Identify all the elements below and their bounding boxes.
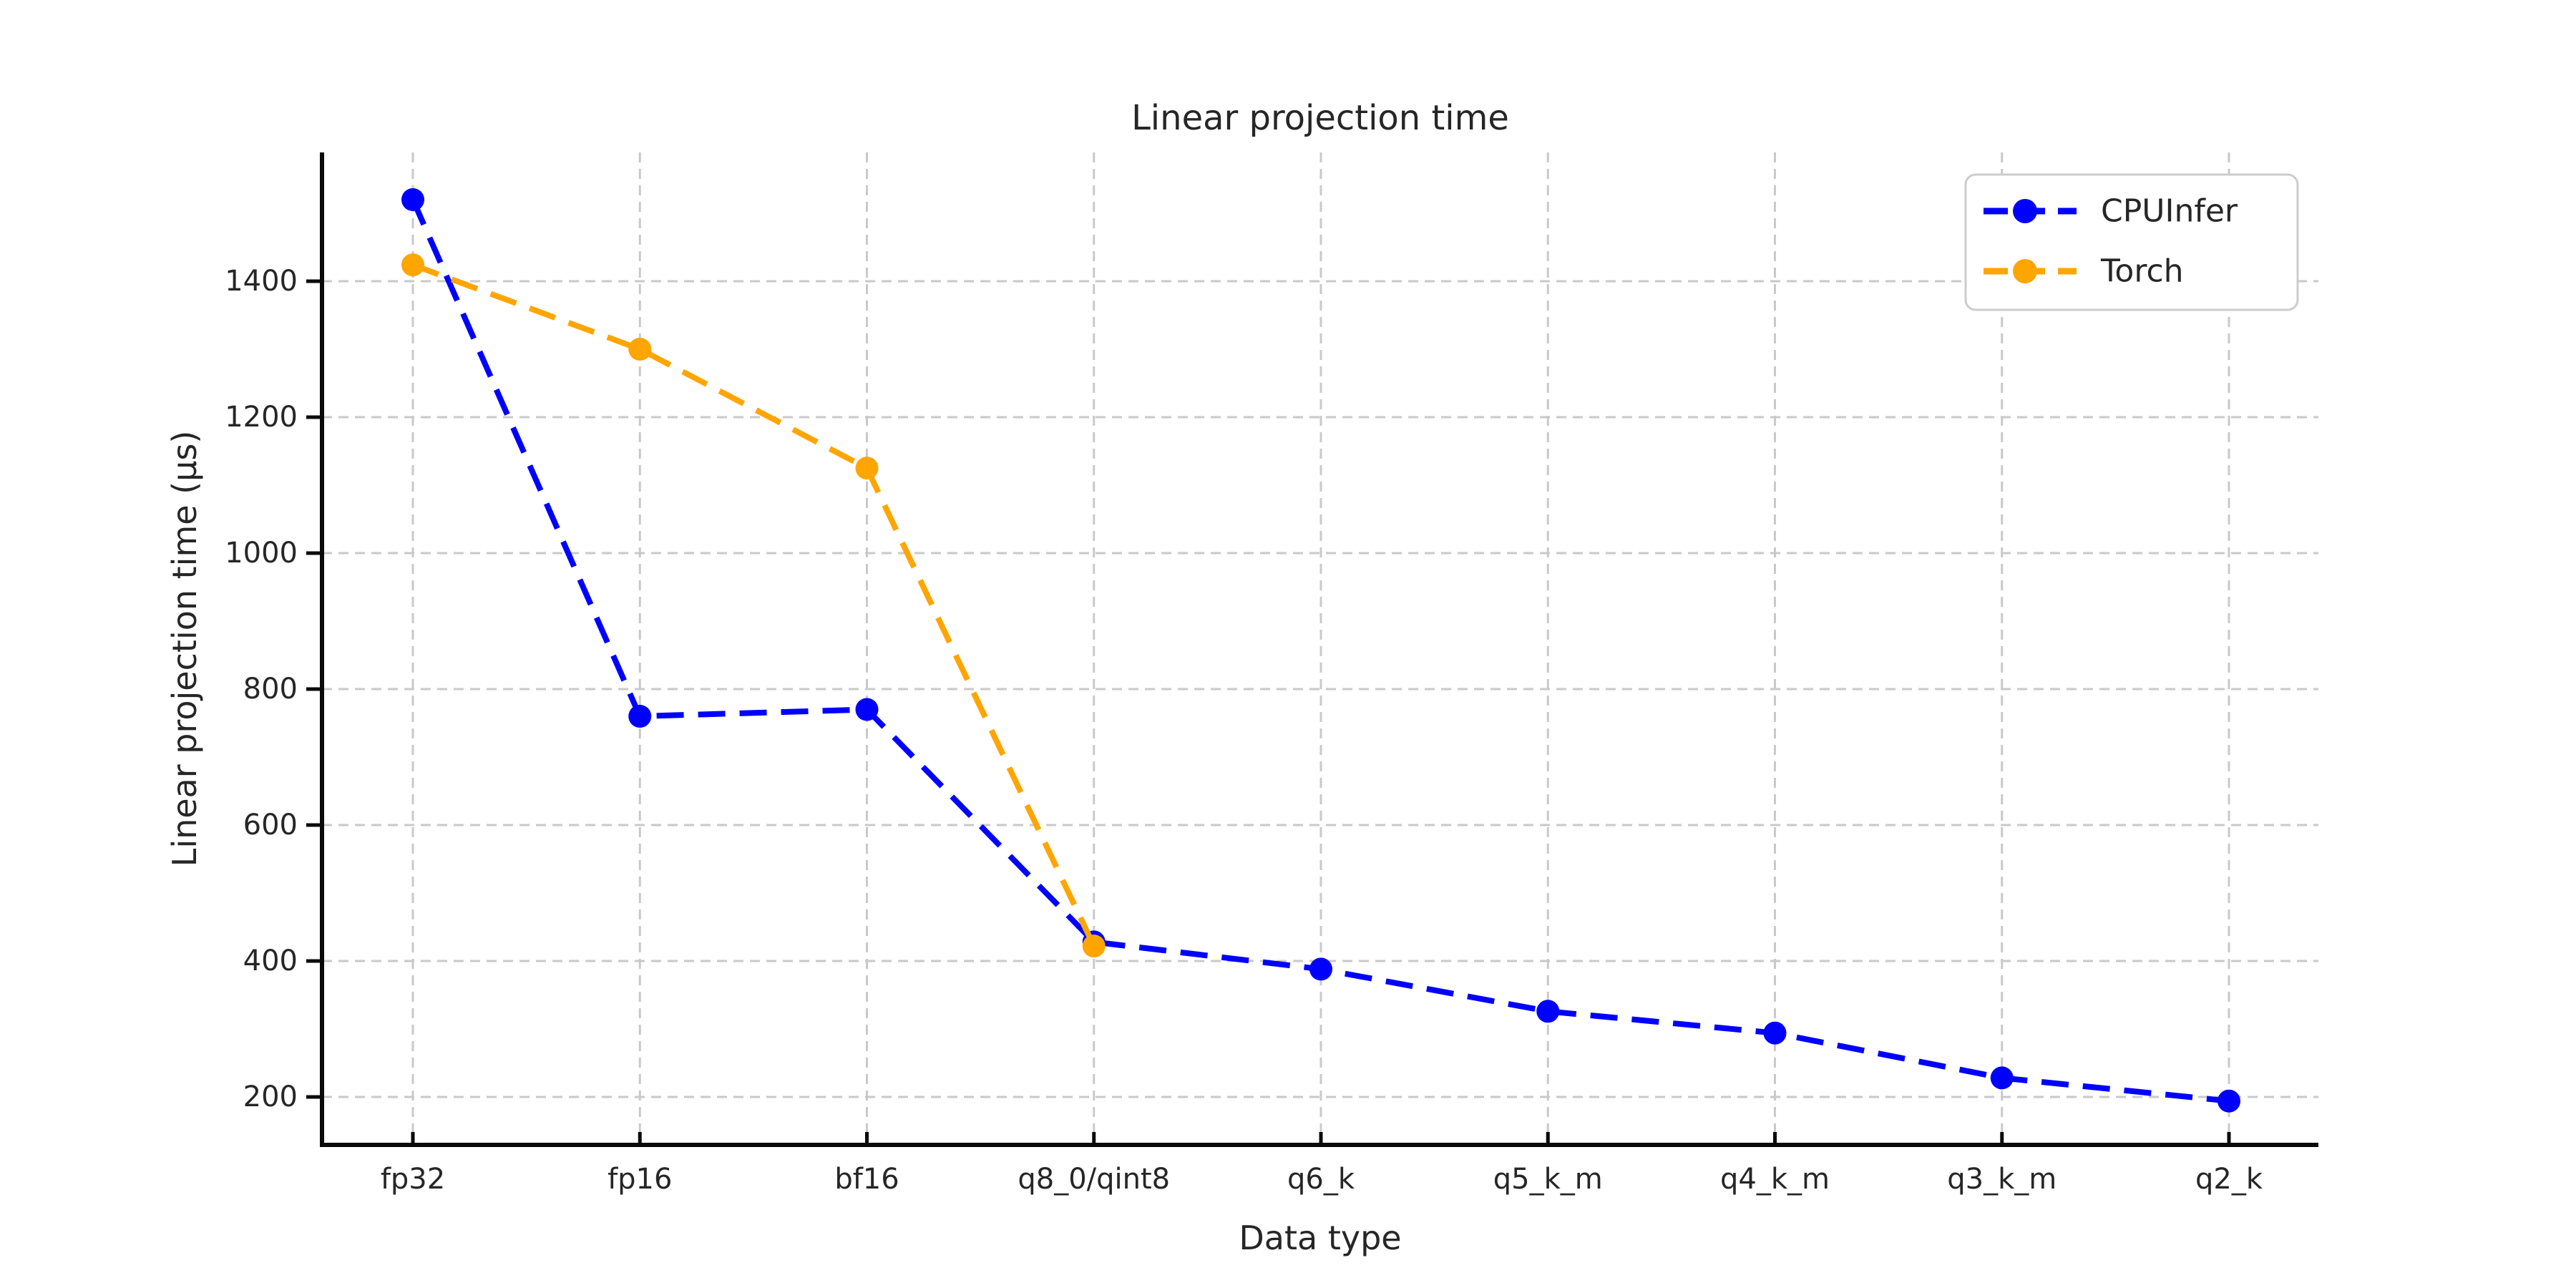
y-tick-label: 600 (243, 809, 298, 841)
legend-label: CPUInfer (2101, 193, 2238, 230)
x-tick-label: bf16 (834, 1163, 899, 1196)
y-tick-label: 1200 (225, 401, 298, 434)
data-point-marker (401, 253, 424, 277)
x-tick-label: q5_k_m (1493, 1163, 1603, 1196)
data-point-marker (628, 705, 652, 728)
series-cpuinfer (401, 188, 2240, 1113)
series-torch (401, 253, 1106, 958)
data-point-marker (855, 698, 879, 721)
y-tick-label: 1000 (225, 537, 298, 570)
data-point-marker (1309, 957, 1332, 981)
data-point-marker (855, 457, 879, 480)
y-axis-label: Linear projection time (μs) (165, 431, 204, 867)
series-line (411, 262, 1097, 947)
legend: CPUInfer Torch (1964, 173, 2299, 311)
y-tick-label: 200 (243, 1080, 298, 1113)
data-point-marker (1990, 1066, 2014, 1090)
legend-marker (2013, 199, 2037, 223)
x-tick-label: q6_k (1287, 1163, 1355, 1196)
data-point-marker (401, 188, 424, 211)
legend-label: Torch (2100, 253, 2184, 290)
legend-box (1964, 173, 2299, 311)
data-point-marker (628, 338, 652, 361)
x-tick-label: q3_k_m (1947, 1163, 2057, 1196)
x-tick-label: q2_k (2195, 1163, 2263, 1196)
y-tick-label: 400 (243, 945, 298, 977)
y-tick-label: 800 (243, 673, 298, 706)
x-tick-label: fp32 (381, 1163, 445, 1196)
data-point-marker (1763, 1021, 1787, 1045)
data-point-marker (1082, 935, 1106, 958)
data-point-marker (2218, 1089, 2240, 1113)
x-axis-label: Data type (1239, 1219, 1401, 1257)
x-tick-label: fp16 (608, 1163, 672, 1196)
x-tick-label: q8_0/qint8 (1018, 1163, 1170, 1196)
legend-marker (2013, 259, 2037, 283)
axes: 200 400 600 800 1000 1200 1400 fp32 fp16 bf16 q8_0… (225, 152, 2318, 1196)
data-point-marker (1536, 1000, 1560, 1023)
chart-title: Linear projection time (1131, 98, 1509, 138)
x-tick-label: q4_k_m (1720, 1163, 1830, 1196)
y-tick-label: 1400 (225, 265, 298, 298)
